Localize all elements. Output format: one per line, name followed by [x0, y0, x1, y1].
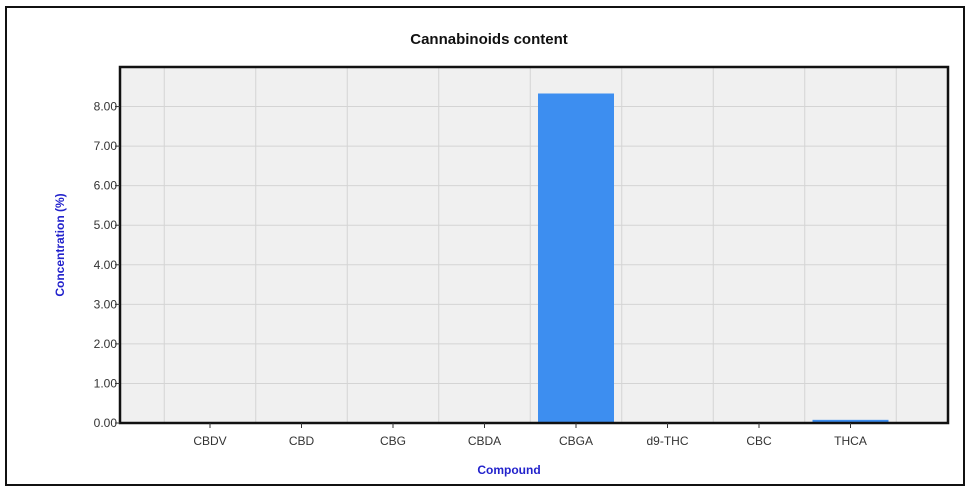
x-tick-label: THCA: [834, 434, 867, 448]
chart-title: Cannabinoids content: [410, 31, 568, 48]
x-tick-label: CBG: [380, 434, 406, 448]
x-axis: CBDV CBD CBG CBDA CBGA d9-THC CBC THCA: [193, 423, 867, 448]
x-tick-label: CBD: [289, 434, 315, 448]
y-axis-title: Concentration (%): [53, 193, 67, 296]
bar-cbga: [538, 93, 614, 423]
y-tick-label: 4.00: [94, 258, 118, 272]
y-tick-label: 5.00: [94, 218, 118, 232]
y-tick-label: 3.00: [94, 297, 118, 311]
y-tick-label: 2.00: [94, 337, 118, 351]
bar-thca: [812, 419, 889, 423]
x-tick-label: d9-THC: [646, 434, 688, 448]
x-tick-label: CBDV: [193, 434, 226, 448]
y-tick-label: 1.00: [94, 376, 118, 390]
y-tick-label: 0.00: [94, 416, 118, 430]
x-tick-label: CBC: [746, 434, 772, 448]
y-tick-label: 8.00: [94, 100, 118, 114]
x-tick-label: CBDA: [468, 434, 501, 448]
x-tick-label: CBGA: [559, 434, 593, 448]
y-axis: 0.00 1.00 2.00 3.00 4.00 5.00 6.00 7.00 8.00: [94, 100, 120, 430]
y-tick-label: 6.00: [94, 179, 118, 193]
plot-border: [118, 65, 950, 425]
plot-area: [120, 67, 948, 423]
y-tick-label: 7.00: [94, 139, 118, 153]
x-axis-title: Compound: [477, 463, 540, 477]
